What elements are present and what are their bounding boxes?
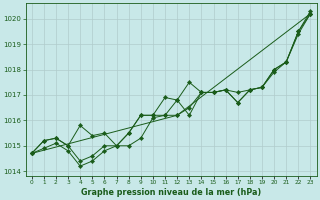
X-axis label: Graphe pression niveau de la mer (hPa): Graphe pression niveau de la mer (hPa)	[81, 188, 261, 197]
